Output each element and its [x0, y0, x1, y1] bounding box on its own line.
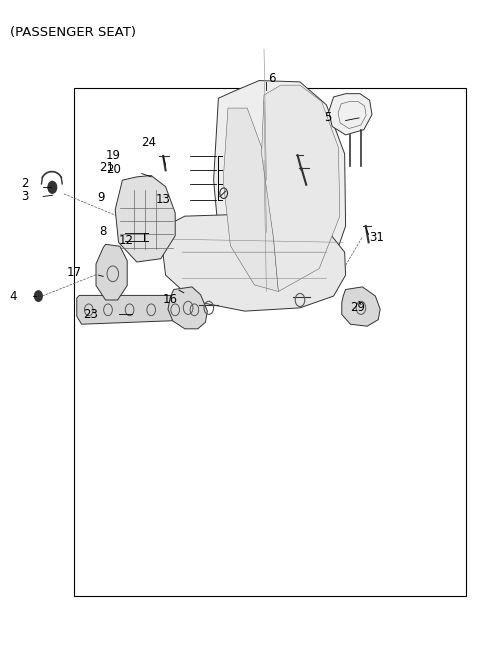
Text: 12: 12	[119, 234, 133, 247]
Polygon shape	[77, 295, 205, 324]
Text: 2: 2	[22, 177, 29, 190]
Circle shape	[35, 291, 42, 301]
Polygon shape	[168, 287, 207, 329]
Polygon shape	[115, 176, 175, 262]
Polygon shape	[96, 244, 127, 300]
Text: 17: 17	[66, 266, 81, 279]
Text: 5: 5	[324, 111, 331, 124]
Polygon shape	[262, 85, 340, 291]
Text: 13: 13	[156, 193, 170, 206]
Text: 19: 19	[106, 149, 121, 162]
Text: 29: 29	[350, 301, 365, 314]
Text: 23: 23	[84, 308, 98, 321]
Polygon shape	[329, 94, 372, 135]
Circle shape	[48, 181, 57, 193]
Text: 8: 8	[99, 225, 107, 238]
Polygon shape	[163, 215, 346, 311]
Polygon shape	[223, 108, 278, 291]
Text: 9: 9	[97, 191, 105, 204]
Text: 31: 31	[370, 231, 384, 244]
Text: 20: 20	[106, 163, 121, 176]
Text: 16: 16	[162, 293, 177, 306]
Bar	[74, 88, 466, 596]
Text: 6: 6	[268, 72, 276, 85]
Text: 21: 21	[99, 160, 114, 174]
Text: 24: 24	[142, 136, 156, 149]
Polygon shape	[342, 287, 380, 326]
Polygon shape	[214, 81, 346, 308]
Text: (PASSENGER SEAT): (PASSENGER SEAT)	[10, 26, 135, 39]
Text: 4: 4	[10, 290, 17, 303]
Text: 3: 3	[22, 190, 29, 203]
